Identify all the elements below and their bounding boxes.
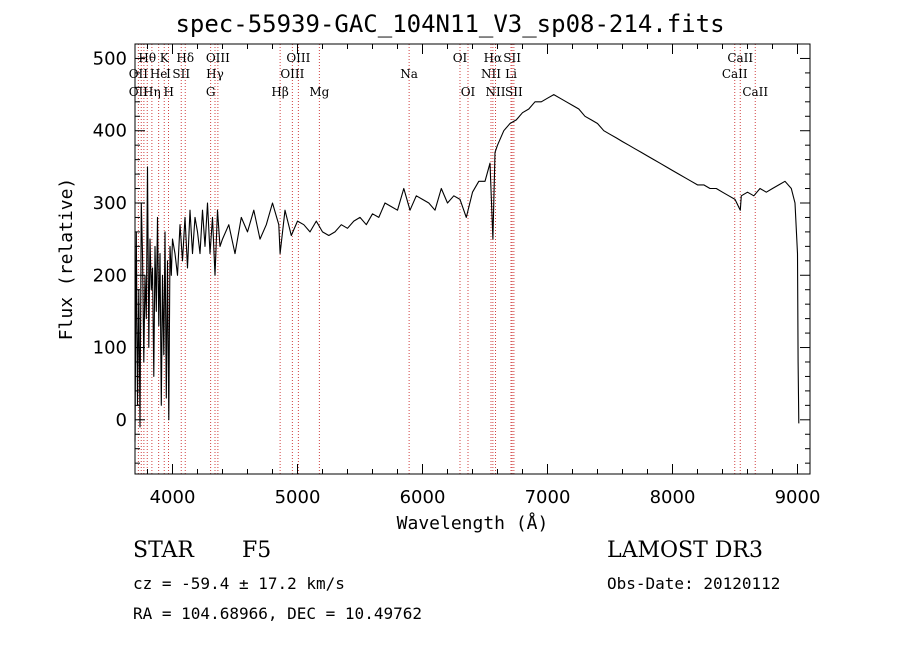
line-label: Hα xyxy=(484,51,503,65)
line-label: CaII xyxy=(722,67,748,81)
x-tick-label: 7000 xyxy=(525,487,571,508)
x-axis-label: Wavelength (Å) xyxy=(397,512,549,534)
spectrum-line xyxy=(134,94,800,442)
line-label: OII xyxy=(129,85,149,99)
line-label: Li xyxy=(505,67,517,81)
survey-name: LAMOST DR3 xyxy=(607,538,763,563)
line-label: K xyxy=(160,51,170,65)
line-label: OII xyxy=(129,67,149,81)
y-tick-label: 100 xyxy=(93,338,127,359)
line-label: OI xyxy=(453,51,468,65)
x-tick-label: 4000 xyxy=(150,487,196,508)
line-label: CaII xyxy=(727,51,753,65)
line-label: Hβ xyxy=(271,85,288,99)
x-tick-label: 9000 xyxy=(775,487,821,508)
line-label: Hδ xyxy=(176,51,194,65)
x-tick-label: 8000 xyxy=(650,487,696,508)
line-label: SII xyxy=(172,67,190,81)
line-label: NII xyxy=(481,67,501,81)
axes: 4000 5000 6000 7000 8000 9000 0 100 200 300 400 500… xyxy=(56,43,821,534)
line-label: OIII xyxy=(206,51,230,65)
line-label: Mg xyxy=(309,85,329,99)
object-subclass: F5 xyxy=(242,538,272,563)
plot-frame xyxy=(134,43,811,475)
y-tick-label: 200 xyxy=(93,265,127,286)
line-label: He xyxy=(150,67,168,81)
line-label: OI xyxy=(461,85,476,99)
y-axis-label: Flux (relative) xyxy=(56,178,77,341)
line-label: CaII xyxy=(742,85,768,99)
line-label: Na xyxy=(400,67,418,81)
redshift-text: cz = -59.4 ± 17.2 km/s xyxy=(133,574,345,593)
spectrum-series xyxy=(134,94,800,442)
line-label: OIII xyxy=(280,67,304,81)
line-label: H xyxy=(164,85,174,99)
x-tick-label: 6000 xyxy=(400,487,446,508)
emission-line-markers xyxy=(137,44,756,474)
line-label: I xyxy=(166,67,171,81)
y-tick-label: 0 xyxy=(116,410,127,431)
line-label: SII xyxy=(505,85,523,99)
x-tick-label: 5000 xyxy=(275,487,321,508)
object-class: STAR xyxy=(133,538,194,563)
obs-date: Obs-Date: 20120112 xyxy=(607,574,781,593)
line-label: NII xyxy=(486,85,506,99)
y-tick-label: 500 xyxy=(93,48,127,69)
y-tick-label: 300 xyxy=(93,193,127,214)
line-label: OIII xyxy=(286,51,310,65)
line-label: SII xyxy=(503,51,521,65)
line-label: G xyxy=(206,85,216,99)
line-label: Hη xyxy=(143,85,161,99)
y-tick-label: 400 xyxy=(93,121,127,142)
chart-title: spec-55939-GAC_104N11_V3_sp08-214.fits xyxy=(175,10,725,38)
line-label: Hθ xyxy=(138,51,156,65)
coordinates: RA = 104.68966, DEC = 10.49762 xyxy=(133,604,422,623)
line-label: Hγ xyxy=(206,67,224,81)
